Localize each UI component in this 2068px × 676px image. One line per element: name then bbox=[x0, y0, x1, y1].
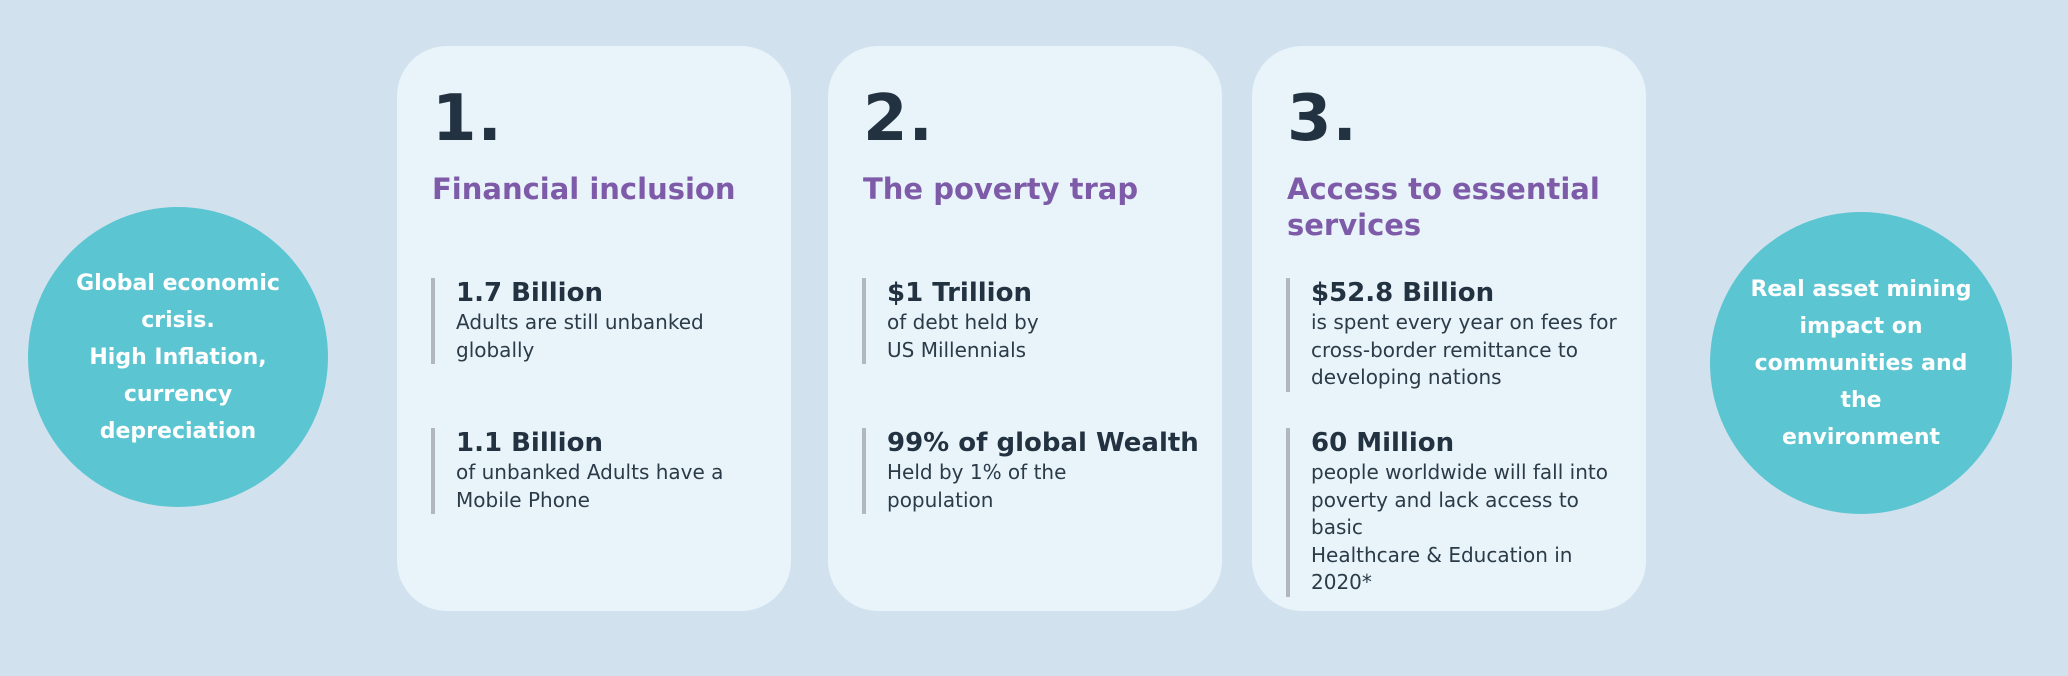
stat-description: Adults are still unbanked globally bbox=[456, 310, 704, 362]
stat-block: 60 Million people worldwide will fall in… bbox=[1286, 428, 1632, 597]
stat-block: $1 Trillion of debt held by US Millennia… bbox=[862, 278, 1208, 365]
problem-card-essential-services: 3. Access to essential services $52.8 Bi… bbox=[1252, 46, 1646, 611]
stat-block: 1.1 Billion of unbanked Adults have a Mo… bbox=[431, 428, 777, 515]
stat-value: 1.7 Billion bbox=[456, 278, 603, 308]
problem-card-poverty-trap: 2. The poverty trap $1 Trillion of debt … bbox=[828, 46, 1222, 611]
stat-block: 99% of global Wealth Held by 1% of the p… bbox=[862, 428, 1208, 515]
stat-value: $52.8 Billion bbox=[1311, 278, 1495, 308]
stat-value: 99% of global Wealth bbox=[887, 428, 1199, 458]
stat-description: of debt held by US Millennials bbox=[887, 310, 1039, 362]
global-crisis-text: Global economic crisis. High Inflation, … bbox=[76, 270, 280, 444]
stat-description: of unbanked Adults have a Mobile Phone bbox=[456, 460, 724, 512]
stat-description: Held by 1% of the population bbox=[887, 460, 1067, 512]
stat-value: 1.1 Billion bbox=[456, 428, 603, 458]
stat-value: 60 Million bbox=[1311, 428, 1455, 458]
card-number: 2. bbox=[863, 82, 934, 156]
card-heading: Financial inclusion bbox=[432, 172, 736, 206]
card-heading: The poverty trap bbox=[863, 172, 1139, 206]
stat-block: 1.7 Billion Adults are still unbanked gl… bbox=[431, 278, 777, 365]
card-number: 1. bbox=[432, 82, 503, 156]
stat-value: $1 Trillion bbox=[887, 278, 1032, 308]
card-heading: Access to essential services bbox=[1287, 172, 1600, 242]
global-crisis-circle: Global economic crisis. High Inflation, … bbox=[28, 207, 328, 507]
mining-impact-circle: Real asset mining impact on communities … bbox=[1710, 212, 2012, 514]
card-number: 3. bbox=[1287, 82, 1358, 156]
stat-description: people worldwide will fall into poverty … bbox=[1311, 460, 1608, 595]
stat-description: is spent every year on fees for cross-bo… bbox=[1311, 310, 1617, 390]
stat-block: $52.8 Billion is spent every year on fee… bbox=[1286, 278, 1632, 392]
problem-card-financial-inclusion: 1. Financial inclusion 1.7 Billion Adult… bbox=[397, 46, 791, 611]
mining-impact-text: Real asset mining impact on communities … bbox=[1750, 276, 1972, 450]
